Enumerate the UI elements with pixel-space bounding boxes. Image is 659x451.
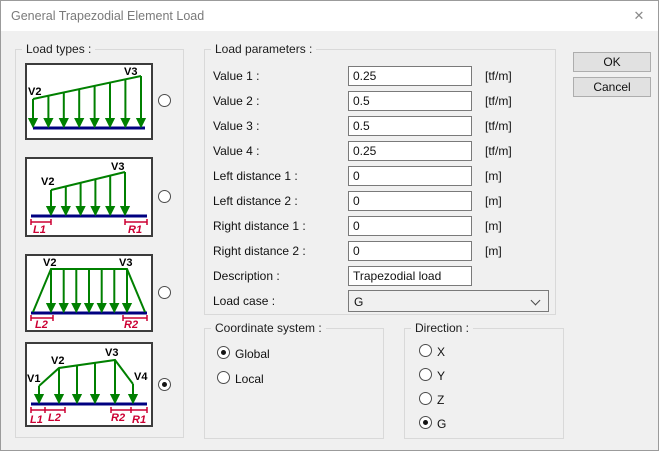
direction-z-label[interactable]: Z — [437, 393, 445, 407]
description-input[interactable] — [348, 266, 472, 286]
right-distance-1-input[interactable] — [348, 216, 472, 236]
general-four-value-diagram: V1 V2 V3 V4 L1 L2 R2 R1 — [27, 347, 148, 426]
direction-x-label[interactable]: X — [437, 345, 446, 359]
value-4-label: Value 4 : — [213, 144, 260, 158]
v3-label: V3 — [111, 161, 124, 173]
right-distance-1-label: Right distance 1 : — [213, 219, 306, 233]
load-type-diagram-trapezoid-full[interactable]: V2 V3 — [25, 63, 153, 140]
coordinate-system-group: Coordinate system : Global Local — [204, 321, 384, 439]
value-1-input[interactable] — [348, 66, 472, 86]
l1-label: L1 — [33, 224, 46, 235]
value-2-input[interactable] — [348, 91, 472, 111]
right-distance-2-label: Right distance 2 : — [213, 244, 306, 258]
value-4-input[interactable] — [348, 141, 472, 161]
dialog-title: General Trapezodial Element Load — [11, 9, 205, 23]
value-3-label: Value 3 : — [213, 119, 260, 133]
direction-y-label[interactable]: Y — [437, 369, 446, 383]
load-case-dropdown[interactable]: G — [348, 290, 549, 312]
coordinate-system-local-label[interactable]: Local — [235, 372, 264, 386]
cancel-button[interactable]: Cancel — [573, 77, 651, 97]
load-types-group: Load types : V2 V3 — [15, 42, 184, 438]
right-distance-2-unit: [m] — [485, 244, 502, 258]
value-1-unit: [tf/m] — [485, 69, 512, 83]
ok-button[interactable]: OK — [573, 52, 651, 72]
left-distance-1-unit: [m] — [485, 169, 502, 183]
v3-label: V3 — [105, 347, 118, 359]
left-distance-1-label: Left distance 1 : — [213, 169, 298, 183]
v2-label: V2 — [51, 355, 64, 367]
coordinate-system-radio-local[interactable] — [217, 371, 230, 384]
load-parameters-group: Load parameters : Value 1 : [tf/m] Value… — [204, 42, 556, 315]
l1-label: L1 — [30, 414, 43, 425]
load-type-diagram-trapezoid-distances[interactable]: V2 V3 L1 R1 — [25, 157, 153, 237]
value-4-unit: [tf/m] — [485, 144, 512, 158]
value-3-unit: [tf/m] — [485, 119, 512, 133]
direction-group: Direction : X Y Z G — [404, 321, 564, 439]
load-type-diagram-general-four-value[interactable]: V1 V2 V3 V4 L1 L2 R2 R1 — [25, 342, 153, 427]
description-label: Description : — [213, 269, 280, 283]
load-case-value: G — [354, 295, 364, 309]
trapezoid-full-diagram: V2 V3 — [27, 66, 147, 130]
direction-g-label[interactable]: G — [437, 417, 447, 431]
load-parameters-group-label: Load parameters : — [211, 42, 317, 56]
l2-label: L2 — [35, 319, 48, 330]
direction-radio-z[interactable] — [419, 392, 432, 405]
v1-label: V1 — [27, 373, 40, 385]
v2-label: V2 — [28, 86, 41, 98]
coordinate-system-group-label: Coordinate system : — [211, 321, 326, 335]
trapezoid-distances-diagram: V2 V3 L1 R1 — [30, 161, 148, 236]
load-type-radio-3[interactable] — [158, 286, 171, 299]
right-distance-2-input[interactable] — [348, 241, 472, 261]
direction-radio-y[interactable] — [419, 368, 432, 381]
left-distance-1-input[interactable] — [348, 166, 472, 186]
direction-radio-g[interactable] — [419, 416, 432, 429]
value-3-input[interactable] — [348, 116, 472, 136]
direction-radio-x[interactable] — [419, 344, 432, 357]
left-distance-2-label: Left distance 2 : — [213, 194, 298, 208]
v4-label: V4 — [134, 371, 148, 383]
load-type-radio-1[interactable] — [158, 94, 171, 107]
load-type-diagram-trapezoid-ramps[interactable]: V2 V3 L2 R2 — [25, 254, 153, 332]
right-distance-1-unit: [m] — [485, 219, 502, 233]
value-2-label: Value 2 : — [213, 94, 260, 108]
load-type-radio-4[interactable] — [158, 378, 171, 391]
r2-label: R2 — [124, 319, 138, 330]
r1-label: R1 — [128, 224, 142, 235]
load-case-label: Load case : — [213, 294, 276, 308]
chevron-down-icon — [530, 295, 541, 306]
titlebar: General Trapezodial Element Load ✕ — [1, 1, 658, 31]
close-icon[interactable]: ✕ — [633, 8, 645, 23]
v3-label: V3 — [124, 66, 137, 78]
load-types-group-label: Load types : — [22, 42, 96, 56]
v2-label: V2 — [41, 176, 54, 188]
coordinate-system-global-label[interactable]: Global — [235, 347, 270, 361]
direction-group-label: Direction : — [411, 321, 474, 335]
r2-label: R2 — [111, 412, 125, 424]
value-2-unit: [tf/m] — [485, 94, 512, 108]
v3-label: V3 — [119, 257, 132, 269]
coordinate-system-radio-global[interactable] — [217, 346, 230, 359]
trapezoid-ramps-diagram: V2 V3 L2 R2 — [30, 257, 148, 331]
r1-label: R1 — [132, 414, 146, 425]
left-distance-2-input[interactable] — [348, 191, 472, 211]
v2-label: V2 — [43, 257, 56, 269]
l2-label: L2 — [48, 412, 61, 424]
load-type-radio-2[interactable] — [158, 190, 171, 203]
value-1-label: Value 1 : — [213, 69, 260, 83]
left-distance-2-unit: [m] — [485, 194, 502, 208]
